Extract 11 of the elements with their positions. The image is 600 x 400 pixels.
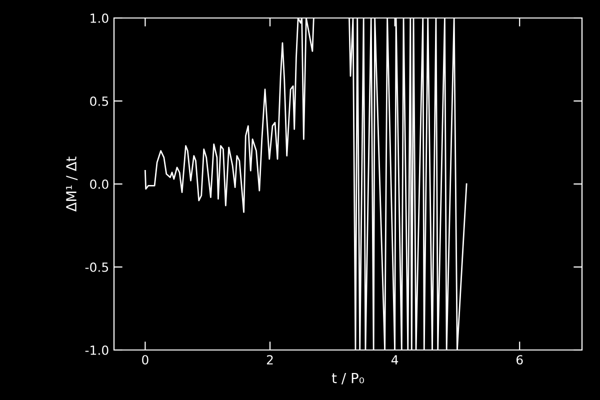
x-tick-label: 6 — [516, 355, 523, 365]
x-tick-label: 4 — [391, 355, 398, 364]
y-tick-label: -1.0 — [85, 345, 108, 355]
x-tick-label: 2 — [266, 355, 273, 364]
x-tick-label: 0 — [142, 355, 148, 365]
y-tick-label: 0.0 — [90, 179, 108, 189]
y-axis-title: ΔM¹ / Δt — [66, 156, 78, 212]
y-tick-label: 1.0 — [90, 13, 108, 23]
y-tick-label: 0.5 — [90, 96, 108, 106]
x-axis-title: t / P₀ — [332, 372, 364, 384]
y-tick-label: -0.5 — [85, 262, 108, 272]
